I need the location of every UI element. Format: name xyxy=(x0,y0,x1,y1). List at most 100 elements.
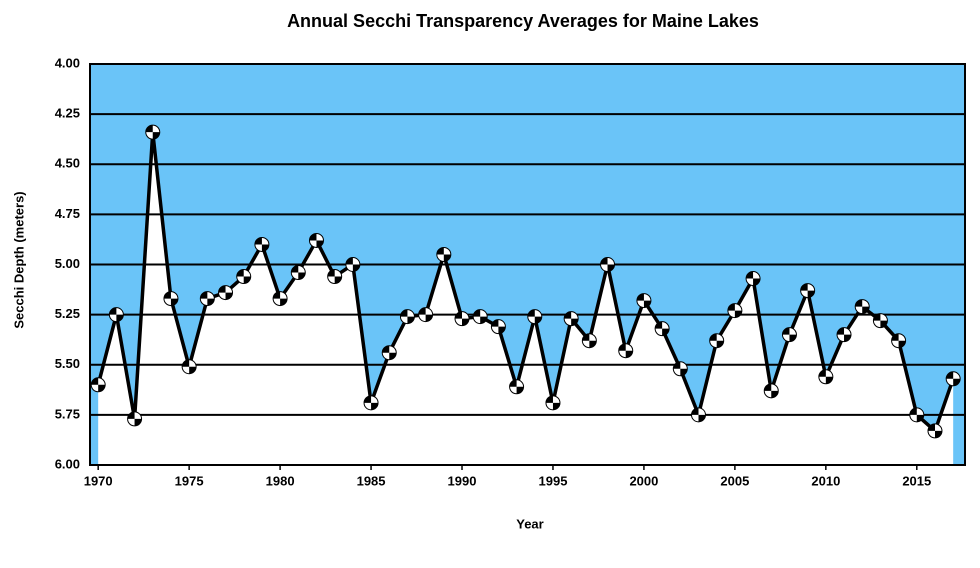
secchi-marker xyxy=(836,327,852,343)
y-tick-label: 5.00 xyxy=(55,256,80,271)
secchi-marker xyxy=(545,395,561,411)
marker-quadrant xyxy=(98,384,106,392)
secchi-marker xyxy=(108,307,124,323)
secchi-marker xyxy=(127,411,143,427)
secchi-marker xyxy=(891,333,907,349)
marker-quadrant xyxy=(455,311,463,319)
x-tick-label: 1980 xyxy=(266,473,295,488)
marker-quadrant xyxy=(152,132,160,140)
marker-quadrant xyxy=(582,333,590,341)
marker-quadrant xyxy=(200,291,208,299)
marker-quadrant xyxy=(480,316,488,324)
marker-quadrant xyxy=(273,291,281,299)
marker-quadrant xyxy=(698,414,706,422)
secchi-marker xyxy=(290,265,306,281)
plot-border xyxy=(89,63,966,466)
marker-quadrant xyxy=(298,272,306,280)
marker-quadrant xyxy=(934,430,942,438)
marker-quadrant xyxy=(225,292,233,300)
marker-quadrant xyxy=(527,309,535,317)
marker-quadrant xyxy=(218,285,226,293)
marker-quadrant xyxy=(316,240,324,248)
marker-quadrant xyxy=(916,414,924,422)
marker-quadrant xyxy=(425,314,433,322)
marker-quadrant xyxy=(345,257,353,265)
secchi-marker xyxy=(345,257,361,272)
marker-quadrant xyxy=(855,299,863,307)
x-tick-label: 2005 xyxy=(720,473,749,488)
marker-quadrant xyxy=(800,283,808,291)
marker-quadrant xyxy=(473,309,481,317)
secchi-marker xyxy=(763,383,779,399)
x-tick-label: 1995 xyxy=(539,473,568,488)
secchi-marker xyxy=(272,291,288,307)
secchi-marker xyxy=(945,371,961,387)
marker-quadrant xyxy=(243,276,251,284)
secchi-marker xyxy=(872,313,888,329)
secchi-marker xyxy=(236,269,252,285)
marker-quadrant xyxy=(662,328,670,336)
marker-quadrant xyxy=(862,306,870,314)
marker-quadrant xyxy=(291,265,299,273)
y-tick-label: 5.25 xyxy=(55,306,80,321)
marker-quadrant xyxy=(807,290,815,298)
marker-quadrant xyxy=(498,326,506,334)
marker-quadrant xyxy=(389,352,397,360)
marker-quadrant xyxy=(891,333,899,341)
y-tick-label: 5.50 xyxy=(55,356,80,371)
marker-quadrant xyxy=(600,257,608,265)
marker-quadrant xyxy=(673,361,681,369)
marker-quadrant xyxy=(116,314,124,322)
marker-quadrant xyxy=(716,340,724,348)
marker-quadrant xyxy=(261,244,269,252)
x-tick-label: 2010 xyxy=(811,473,840,488)
secchi-marker xyxy=(818,369,834,385)
x-axis-label: Year xyxy=(516,516,543,531)
secchi-marker xyxy=(181,359,197,375)
secchi-marker xyxy=(618,343,634,359)
marker-quadrant xyxy=(764,383,772,391)
secchi-marker xyxy=(327,269,343,285)
marker-quadrant xyxy=(443,254,451,262)
marker-quadrant xyxy=(334,276,342,284)
secchi-marker xyxy=(654,321,670,337)
marker-quadrant xyxy=(254,237,262,245)
marker-quadrant xyxy=(418,307,426,315)
marker-quadrant xyxy=(516,386,524,394)
marker-quadrant xyxy=(655,321,663,329)
marker-quadrant xyxy=(734,310,742,318)
marker-quadrant xyxy=(491,319,499,327)
secchi-marker xyxy=(509,379,525,395)
secchi-marker xyxy=(454,311,470,327)
secchi-marker xyxy=(399,309,415,325)
secchi-marker xyxy=(199,291,215,307)
marker-quadrant xyxy=(625,350,633,358)
marker-quadrant xyxy=(182,359,190,367)
area xyxy=(98,132,954,466)
y-tick-label: 4.25 xyxy=(55,106,80,121)
marker-quadrant xyxy=(309,233,317,241)
secchi-marker xyxy=(781,327,797,343)
secchi-marker xyxy=(709,333,725,349)
marker-quadrant xyxy=(564,311,572,319)
y-tick-label: 4.50 xyxy=(55,156,80,171)
secchi-marker xyxy=(436,246,452,262)
marker-quadrant xyxy=(825,376,833,384)
secchi-marker xyxy=(218,285,234,301)
x-tick-label: 1970 xyxy=(84,473,113,488)
secchi-marker xyxy=(472,309,488,325)
marker-quadrant xyxy=(552,402,560,410)
marker-quadrant xyxy=(371,402,379,410)
marker-quadrant xyxy=(818,369,826,377)
marker-quadrant xyxy=(927,423,935,431)
marker-quadrant xyxy=(880,320,888,328)
marker-quadrant xyxy=(400,309,408,317)
marker-quadrant xyxy=(636,293,644,301)
marker-quadrant xyxy=(189,366,197,374)
secchi-marker xyxy=(854,299,870,315)
marker-quadrant xyxy=(127,411,135,419)
marker-quadrant xyxy=(91,377,99,385)
y-tick-label: 6.00 xyxy=(55,456,80,471)
secchi-marker xyxy=(363,395,379,411)
marker-quadrant xyxy=(170,298,178,306)
